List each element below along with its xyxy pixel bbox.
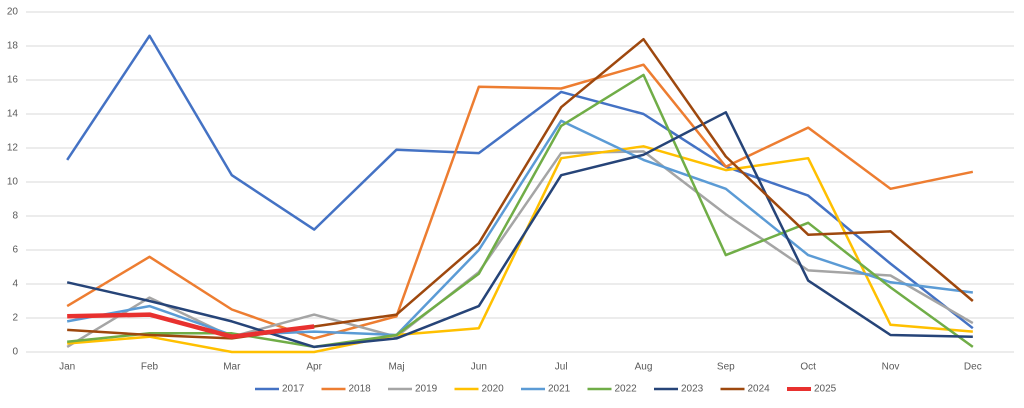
- series-line: [66, 34, 974, 330]
- legend-label: 2025: [814, 384, 837, 395]
- legend-label: 2022: [615, 384, 638, 395]
- series-line: [66, 119, 973, 337]
- x-tick-label: Jan: [59, 362, 75, 373]
- y-tick-label: 2: [12, 313, 18, 324]
- x-tick-label: Nov: [882, 362, 900, 373]
- legend-label: 2021: [548, 384, 571, 395]
- x-tick-label: Jun: [471, 362, 487, 373]
- legend-label: 2019: [415, 384, 438, 395]
- x-tick-label: Feb: [141, 362, 159, 373]
- series-line: [67, 145, 973, 354]
- y-tick-label: 16: [7, 75, 19, 86]
- x-tick-label: Sep: [717, 362, 735, 373]
- series-line: [66, 63, 974, 340]
- x-tick-label: Dec: [964, 362, 982, 373]
- y-tick-label: 20: [7, 7, 19, 18]
- y-tick-label: 10: [7, 177, 19, 188]
- y-tick-label: 4: [12, 279, 18, 290]
- y-tick-label: 8: [12, 211, 18, 222]
- x-tick-label: Mar: [223, 362, 241, 373]
- series-line: [67, 37, 974, 340]
- x-tick-label: Aug: [635, 362, 653, 373]
- legend-label: 2018: [349, 384, 372, 395]
- y-tick-label: 6: [12, 245, 18, 256]
- y-tick-label: 14: [7, 109, 19, 120]
- x-tick-label: Apr: [306, 362, 322, 373]
- series-line: [67, 312, 315, 339]
- y-tick-label: 18: [7, 41, 19, 52]
- x-tick-label: Oct: [800, 362, 816, 373]
- y-tick-label: 12: [7, 143, 19, 154]
- series-line: [66, 111, 973, 349]
- y-tick-label: 0: [12, 347, 18, 358]
- legend-label: 2023: [681, 384, 704, 395]
- x-tick-label: Jul: [555, 362, 568, 373]
- legend-label: 2017: [282, 384, 305, 395]
- legend-label: 2020: [482, 384, 505, 395]
- legend-label: 2024: [748, 384, 771, 395]
- x-tick-label: Maj: [388, 362, 404, 373]
